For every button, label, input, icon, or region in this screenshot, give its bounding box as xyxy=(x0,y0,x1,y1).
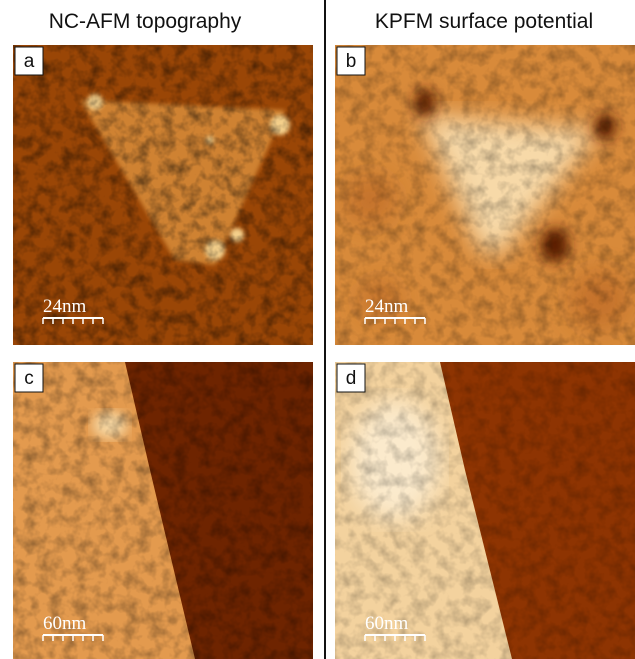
column-title: NC-AFM topography xyxy=(49,10,242,33)
panel-letter: c xyxy=(24,368,34,389)
figure: NC-AFM topography KPFM surface potential xyxy=(0,0,635,659)
panel-letter: b xyxy=(346,51,357,72)
panel-letter: a xyxy=(24,51,35,72)
column-title: KPFM surface potential xyxy=(375,10,593,33)
scale-bar-label: 60nm xyxy=(43,613,87,634)
scale-bar-label: 24nm xyxy=(43,296,87,317)
panel-letter: d xyxy=(346,368,357,389)
panel-label: b xyxy=(337,47,365,75)
panel-label: a xyxy=(15,47,43,75)
panel-label: c xyxy=(15,364,43,392)
scale-bar-label: 24nm xyxy=(365,296,409,317)
panel-label: d xyxy=(337,364,365,392)
scale-bar-label: 60nm xyxy=(365,613,409,634)
